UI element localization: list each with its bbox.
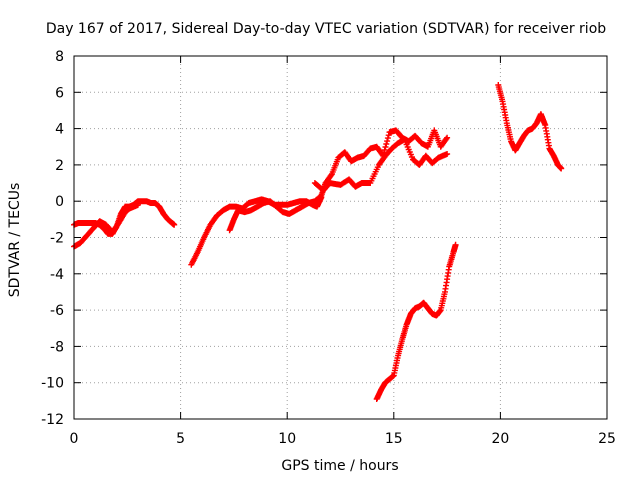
- chart-title: Day 167 of 2017, Sidereal Day-to-day VTE…: [46, 21, 606, 37]
- series-markers: [495, 82, 565, 172]
- y-tick-label: -4: [50, 267, 64, 283]
- y-tick-label: -12: [41, 412, 64, 428]
- y-tick-label: 4: [55, 122, 64, 138]
- x-tick-label: 0: [70, 431, 79, 447]
- y-tick-label: 6: [55, 85, 64, 101]
- series-markers: [311, 136, 451, 194]
- series-markers: [373, 241, 459, 402]
- x-tick-label: 25: [598, 431, 616, 447]
- grid-lines: [74, 56, 607, 419]
- y-tick-label: -6: [50, 303, 64, 319]
- axis-ticks: 0 5 10 15 20 25 -12 -10 -8 -6 -4 -2 0 2 4 6 8: [41, 49, 616, 447]
- x-axis-label: GPS time / hours: [281, 458, 398, 474]
- x-tick-label: 15: [385, 431, 403, 447]
- y-tick-label: 0: [55, 194, 64, 210]
- data-series: [311, 136, 451, 194]
- data-series: [373, 241, 459, 402]
- y-tick-label: -8: [50, 339, 64, 355]
- y-tick-label: -2: [50, 231, 64, 247]
- data-points: [71, 82, 565, 402]
- x-tick-label: 5: [176, 431, 185, 447]
- y-tick-label: 2: [55, 158, 64, 174]
- y-axis-label: SDTVAR / TECUs: [7, 183, 23, 298]
- x-tick-label: 20: [491, 431, 509, 447]
- y-tick-label: -10: [41, 376, 64, 392]
- data-series: [495, 82, 565, 172]
- y-tick-label: 8: [55, 49, 64, 65]
- x-tick-label: 10: [278, 431, 296, 447]
